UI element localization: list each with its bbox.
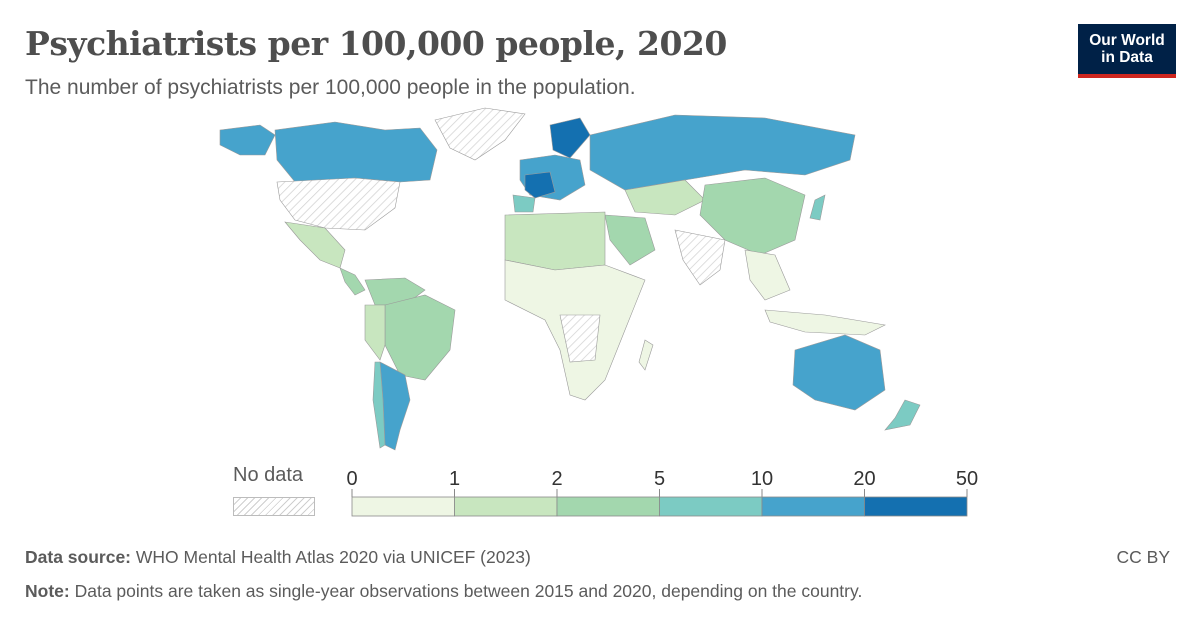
legend-tick-label-5: 20 — [853, 468, 875, 490]
logo-line-2: in Data — [1101, 49, 1153, 66]
chart-note: Note: Data points are taken as single-ye… — [25, 581, 862, 602]
legend-no-data-label: No data — [233, 464, 304, 486]
country-central-asia[interactable] — [624, 179, 706, 216]
country-australia[interactable] — [792, 334, 886, 411]
country-iberia[interactable] — [512, 194, 536, 213]
data-source: Data source: WHO Mental Health Atlas 202… — [25, 547, 531, 568]
country-middle-east[interactable] — [604, 214, 656, 266]
legend-tick-label-4: 10 — [751, 468, 773, 490]
chart-subtitle: The number of psychiatrists per 100,000 … — [25, 76, 636, 99]
legend-bin-1[interactable] — [454, 496, 558, 517]
country-chile[interactable] — [372, 361, 386, 449]
country-canada[interactable] — [274, 121, 438, 183]
country-norway-sweden[interactable] — [549, 117, 591, 159]
country-southeast-asia[interactable] — [744, 249, 791, 301]
legend-bin-5[interactable] — [864, 496, 968, 517]
country-russia[interactable] — [589, 114, 856, 191]
note-label: Note: — [25, 581, 70, 601]
country-brazil[interactable] — [384, 294, 456, 381]
legend-bin-2[interactable] — [556, 496, 660, 517]
country-indonesia[interactable] — [764, 309, 886, 336]
country-japan[interactable] — [809, 194, 826, 221]
country-france[interactable] — [524, 171, 556, 199]
legend-tick-label-6: 50 — [956, 468, 978, 490]
legend-tick-label-3: 5 — [654, 468, 665, 490]
country-new-zealand[interactable] — [884, 399, 921, 431]
logo-line-1: Our World — [1089, 32, 1165, 49]
country-greenland[interactable] — [434, 107, 526, 161]
note-text: Data points are taken as single-year obs… — [74, 581, 863, 601]
license-label[interactable]: CC BY — [1116, 547, 1170, 567]
country-central-africa[interactable] — [559, 314, 601, 363]
legend-bin-3[interactable] — [659, 496, 763, 517]
world-map[interactable] — [205, 100, 975, 460]
data-source-text[interactable]: WHO Mental Health Atlas 2020 via UNICEF … — [135, 547, 531, 567]
legend-bin-0[interactable] — [351, 496, 455, 517]
country-mexico[interactable] — [284, 221, 346, 269]
legend-tick-label-2: 2 — [551, 468, 562, 490]
owid-logo[interactable]: Our World in Data — [1078, 24, 1176, 78]
legend-bins — [351, 496, 968, 517]
country-alaska[interactable] — [219, 124, 276, 156]
legend-ticks: 0 1 2 5 10 20 50 — [346, 468, 978, 497]
country-north-africa[interactable] — [504, 211, 606, 271]
data-source-label: Data source: — [25, 547, 132, 567]
legend-bin-4[interactable] — [761, 496, 865, 517]
country-china[interactable] — [699, 177, 806, 256]
country-central-america[interactable] — [339, 267, 366, 296]
legend-tick-label-1: 1 — [449, 468, 460, 490]
chart-title: Psychiatrists per 100,000 people, 2020 — [25, 24, 727, 63]
country-usa[interactable] — [276, 177, 401, 231]
country-madagascar[interactable] — [638, 339, 654, 371]
legend-tick-label-0: 0 — [346, 468, 357, 490]
country-india[interactable] — [674, 229, 726, 286]
country-peru-bolivia[interactable] — [364, 304, 386, 361]
legend-no-data-swatch — [233, 497, 315, 516]
